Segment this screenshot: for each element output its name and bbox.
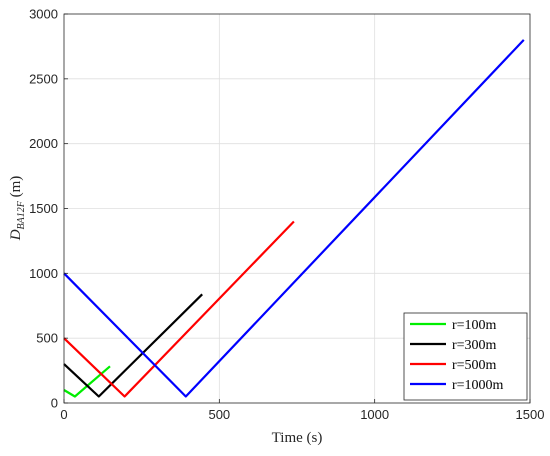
- legend-label: r=500m: [452, 358, 497, 373]
- x-tick-label: 1000: [360, 407, 389, 422]
- y-tick-label: 1000: [29, 266, 58, 281]
- legend-label: r=1000m: [452, 378, 504, 393]
- y-axis-label-unit: (m): [8, 176, 24, 201]
- y-tick-label: 500: [36, 331, 58, 346]
- y-tick-label: 2000: [29, 136, 58, 151]
- legend-label: r=300m: [452, 338, 497, 353]
- x-tick-label: 0: [60, 407, 67, 422]
- x-tick-label: 1500: [516, 407, 545, 422]
- grid: [64, 14, 530, 403]
- series-line-r-500m: [63, 220, 295, 398]
- legend: r=100m r=300m r=500m r=1000m: [403, 312, 528, 401]
- x-tick-label: 500: [208, 407, 230, 422]
- y-axis-label: DBA12F (m): [8, 176, 27, 242]
- y-axis-label-sub: BA12F: [16, 200, 27, 229]
- series-group: [63, 39, 525, 398]
- legend-label: r=100m: [452, 318, 497, 333]
- y-tick-label: 1500: [29, 201, 58, 216]
- legend-box: [403, 312, 528, 401]
- y-axis-label-main: D: [8, 229, 24, 241]
- series-line-r-1000m: [63, 39, 525, 398]
- series-line-r-300m: [63, 293, 203, 398]
- y-tick-label: 2500: [29, 71, 58, 86]
- y-tick-label: 3000: [29, 7, 58, 22]
- series-line-r-100m: [63, 365, 111, 398]
- x-axis-label: Time (s): [272, 430, 323, 446]
- ticks: 0 500 1000 1500 0 500 1000 1500 2000 2500 3000: [29, 7, 544, 423]
- y-tick-label: 0: [51, 396, 58, 411]
